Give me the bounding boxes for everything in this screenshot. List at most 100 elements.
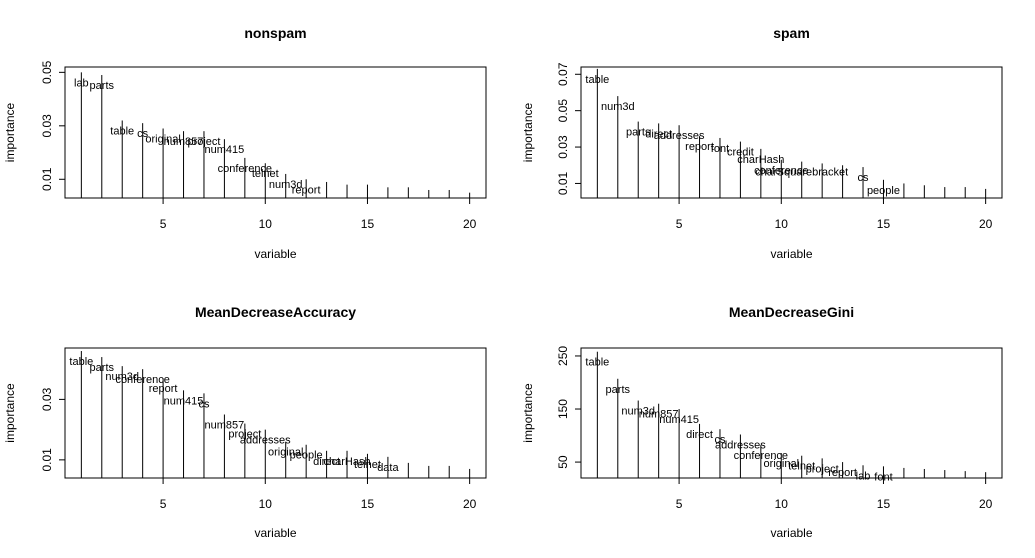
variable-label: parts bbox=[90, 80, 115, 92]
variable-label: font bbox=[874, 471, 892, 483]
x-tick-label: 5 bbox=[676, 217, 683, 231]
variable-label: lab bbox=[74, 77, 89, 89]
variable-label: parts bbox=[606, 384, 631, 396]
chart-title: MeanDecreaseAccuracy bbox=[195, 304, 356, 320]
x-tick-label: 10 bbox=[775, 217, 789, 231]
y-tick-label: 0.01 bbox=[40, 167, 54, 191]
x-tick-label: 10 bbox=[259, 217, 273, 231]
x-tick-label: 5 bbox=[160, 217, 167, 231]
y-tick-label: 150 bbox=[556, 399, 570, 419]
variable-label: telnet bbox=[788, 461, 815, 473]
variable-label: direct bbox=[645, 128, 672, 140]
variable-label: cs bbox=[858, 172, 870, 184]
variable-label: report bbox=[149, 383, 178, 395]
variable-label: addresses bbox=[654, 130, 705, 142]
variable-label: charSquarebracket bbox=[755, 167, 848, 179]
variable-label: report bbox=[828, 467, 857, 479]
variable-label: report bbox=[685, 141, 714, 153]
y-tick-label: 50 bbox=[556, 455, 570, 469]
x-axis-label: variable bbox=[770, 526, 812, 540]
variable-label: num3d bbox=[105, 371, 139, 383]
variable-label: addresses bbox=[715, 439, 766, 451]
variable-label: direct bbox=[313, 456, 340, 468]
plot-frame bbox=[64, 66, 487, 199]
y-tick-label: 0.03 bbox=[556, 135, 570, 159]
plot-frame bbox=[580, 347, 1003, 479]
variable-label: parts bbox=[90, 362, 115, 374]
y-axis-label: importance bbox=[3, 383, 17, 443]
chart-panel: MeanDecreaseGini variable importance 5 10 15 2… bbox=[521, 304, 1003, 540]
variable-label: original bbox=[764, 458, 799, 470]
variable-label: original bbox=[145, 133, 180, 145]
x-tick-label: 20 bbox=[463, 497, 477, 511]
chart-panel: MeanDecreaseAccuracy variable importance 5 1… bbox=[3, 304, 487, 540]
y-tick-label: 0.05 bbox=[40, 60, 54, 84]
variable-label: cs bbox=[714, 434, 726, 446]
x-tick-label: 5 bbox=[676, 497, 683, 511]
variable-label: direct bbox=[686, 429, 713, 441]
variable-label: table bbox=[585, 74, 609, 86]
variable-label: conference bbox=[734, 450, 788, 462]
variable-label: addresses bbox=[240, 435, 291, 447]
chart-panel: spam variable importance 5 10 15 20 0.01 0.03 0.0… bbox=[521, 25, 1003, 261]
variable-label: lab bbox=[856, 470, 871, 482]
variable-label: original bbox=[268, 447, 303, 459]
chart-panel: nonspam variable importance 5 10 15 20 0.01 0.03… bbox=[3, 25, 487, 261]
variable-label: num415 bbox=[659, 414, 699, 426]
variable-label: people bbox=[290, 450, 323, 462]
y-tick-label: 0.05 bbox=[556, 99, 570, 123]
y-axis-label: importance bbox=[521, 383, 535, 443]
y-tick-label: 0.01 bbox=[40, 448, 54, 472]
variable-label: font bbox=[711, 143, 729, 155]
x-tick-label: 10 bbox=[775, 497, 789, 511]
x-axis-label: variable bbox=[254, 526, 296, 540]
y-tick-label: 0.07 bbox=[556, 62, 570, 86]
y-axis-label: importance bbox=[3, 103, 17, 163]
variable-label: num3d bbox=[621, 406, 655, 418]
variable-label: num3d bbox=[269, 179, 303, 191]
y-tick-label: 0.01 bbox=[556, 171, 570, 195]
variable-label: conference bbox=[115, 374, 169, 386]
chart-title: spam bbox=[773, 25, 810, 41]
variable-label: charHash bbox=[737, 154, 784, 166]
x-tick-label: 15 bbox=[877, 497, 891, 511]
y-tick-label: 0.03 bbox=[40, 387, 54, 411]
chart-title: MeanDecreaseGini bbox=[729, 304, 854, 320]
x-axis-label: variable bbox=[254, 247, 296, 261]
variable-label: cs bbox=[198, 398, 210, 410]
variable-label: telnet bbox=[252, 168, 279, 180]
x-tick-label: 20 bbox=[463, 217, 477, 231]
variable-label: cs bbox=[137, 128, 149, 140]
variable-label: num415 bbox=[164, 395, 204, 407]
variable-label: credit bbox=[727, 147, 754, 159]
variable-label: parts bbox=[626, 127, 651, 139]
variable-label: project bbox=[187, 136, 220, 148]
x-tick-label: 20 bbox=[979, 497, 993, 511]
variable-label: num857 bbox=[639, 409, 679, 421]
variable-label: project bbox=[806, 463, 839, 475]
plot-frame bbox=[580, 66, 1003, 199]
x-tick-label: 10 bbox=[259, 497, 273, 511]
variable-label: num3d bbox=[601, 101, 635, 113]
variable-label: table bbox=[585, 357, 609, 369]
variable-label: telnet bbox=[354, 459, 381, 471]
variable-label: num857 bbox=[164, 136, 204, 148]
x-tick-label: 15 bbox=[361, 497, 375, 511]
chart-title: nonspam bbox=[244, 25, 306, 41]
variable-label: conference bbox=[754, 165, 808, 177]
y-axis-label: importance bbox=[521, 103, 535, 163]
x-tick-label: 20 bbox=[979, 217, 993, 231]
y-tick-label: 250 bbox=[556, 346, 570, 366]
x-axis-label: variable bbox=[770, 247, 812, 261]
variable-label: project bbox=[228, 429, 261, 441]
x-tick-label: 15 bbox=[877, 217, 891, 231]
variable-label: table bbox=[69, 356, 93, 368]
variable-label: conference bbox=[218, 163, 272, 175]
variable-label: report bbox=[292, 184, 321, 196]
variable-label: people bbox=[867, 185, 900, 197]
plot-frame bbox=[64, 347, 487, 479]
variable-label: charHash bbox=[323, 456, 370, 468]
y-tick-label: 0.03 bbox=[40, 114, 54, 138]
x-tick-label: 15 bbox=[361, 217, 375, 231]
